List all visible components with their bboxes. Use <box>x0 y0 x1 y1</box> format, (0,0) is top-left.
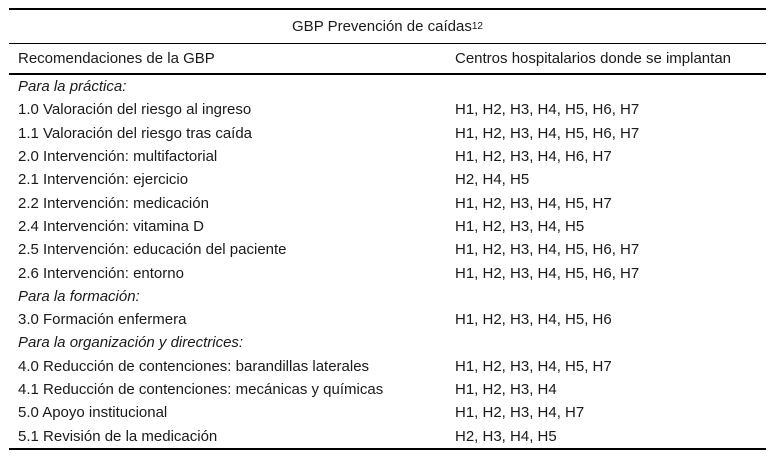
section-header-row: Para la organización y directrices: <box>9 331 766 354</box>
centers-cell: H1, H2, H3, H4, H5, H7 <box>455 357 612 375</box>
table-row: 2.1 Intervención: ejercicio H2, H4, H5 <box>9 168 766 191</box>
table-row: 5.0 Apoyo institucional H1, H2, H3, H4, H… <box>9 401 766 424</box>
recommendation-cell: 4.1 Reducción de contenciones: mecánicas… <box>18 381 384 398</box>
table-title: GBP Prevención de caídas 12 <box>9 8 766 44</box>
centers-cell: H2, H4, H5 <box>455 171 530 189</box>
table-row: 2.5 Intervención: educación del paciente… <box>9 238 766 261</box>
table-row: 2.4 Intervención: vitamina D H1, H2, H3, … <box>9 215 766 238</box>
recommendation-cell: 2.1 Intervención: ejercicio <box>18 171 189 189</box>
centers-cell: H1, H2, H3, H4, H5 <box>455 217 585 235</box>
centers-cell: H1, H2, H3, H4, H5, H6, H7 <box>455 101 640 119</box>
table-row: 5.1 Revisión de la medicación H2, H3, H4,… <box>9 424 766 447</box>
table-row: 4.0 Reducción de contenciones: barandill… <box>9 355 766 378</box>
centers-cell: H1, H2, H3, H4, H5, H6, H7 <box>455 264 640 282</box>
centers-cell: H1, H2, H3, H4, H6, H7 <box>455 148 612 166</box>
recommendation-cell: 5.0 Apoyo institucional <box>18 404 168 422</box>
recommendation-cell: 1.0 Valoración del riesgo al ingreso <box>18 101 252 119</box>
table-row: 2.0 Intervención: multifactorial H1, H2, … <box>9 145 766 168</box>
recommendation-cell: 1.1 Valoración del riesgo tras caída <box>18 124 253 142</box>
table-body: Para la práctica: 1.0 Valoración del ries… <box>9 75 766 450</box>
gbp-table: GBP Prevención de caídas 12 Recomendacion… <box>9 8 766 450</box>
recommendation-cell: 2.5 Intervención: educación del paciente <box>18 241 287 259</box>
table-row: 2.6 Intervención: entorno H1, H2, H3, H4,… <box>9 261 766 284</box>
column-header-centers: Centros hospitalarios donde se implantan <box>455 50 731 67</box>
section-header-row: Para la práctica: <box>9 75 766 98</box>
column-header-recommendations: Recomendaciones de la GBP <box>18 50 215 67</box>
recommendation-cell: 4.0 Reducción de contenciones: barandill… <box>18 357 370 375</box>
table-row: 1.1 Valoración del riesgo tras caída H1, … <box>9 122 766 145</box>
table-row: 4.1 Reducción de contenciones: mecánicas… <box>9 378 766 401</box>
centers-cell: H2, H3, H4, H5 <box>455 427 557 445</box>
table-header-row: Recomendaciones de la GBP Centros hospit… <box>9 44 766 75</box>
recommendation-cell: Para la formación: <box>18 287 140 305</box>
recommendation-cell: Para la organización y directrices: <box>18 334 244 352</box>
recommendation-cell: Para la práctica: <box>18 78 127 96</box>
recommendation-cell: 2.2 Intervención: medicación <box>18 194 209 212</box>
recommendation-cell: 2.0 Intervención: multifactorial <box>18 148 218 166</box>
recommendation-cell: 5.1 Revisión de la medicación <box>18 427 218 445</box>
centers-cell: H1, H2, H3, H4, H5, H6, H7 <box>455 124 640 142</box>
recommendation-cell: 2.4 Intervención: vitamina D <box>18 217 204 235</box>
centers-cell: H1, H2, H3, H4, H5, H6 <box>455 311 612 329</box>
recommendation-cell: 3.0 Formación enfermera <box>18 311 187 329</box>
table-row: 3.0 Formación enfermera H1, H2, H3, H4, H… <box>9 308 766 331</box>
table-title-text: GBP Prevención de caídas <box>292 18 472 35</box>
section-header-row: Para la formación: <box>9 285 766 308</box>
centers-cell: H1, H2, H3, H4 <box>455 381 557 398</box>
table-row: 1.0 Valoración del riesgo al ingreso H1, … <box>9 98 766 121</box>
centers-cell: H1, H2, H3, H4, H5, H7 <box>455 194 612 212</box>
table-row: 2.2 Intervención: medicación H1, H2, H3, … <box>9 191 766 214</box>
centers-cell: H1, H2, H3, H4, H7 <box>455 404 585 422</box>
centers-cell: H1, H2, H3, H4, H5, H6, H7 <box>455 241 640 259</box>
recommendation-cell: 2.6 Intervención: entorno <box>18 264 184 282</box>
